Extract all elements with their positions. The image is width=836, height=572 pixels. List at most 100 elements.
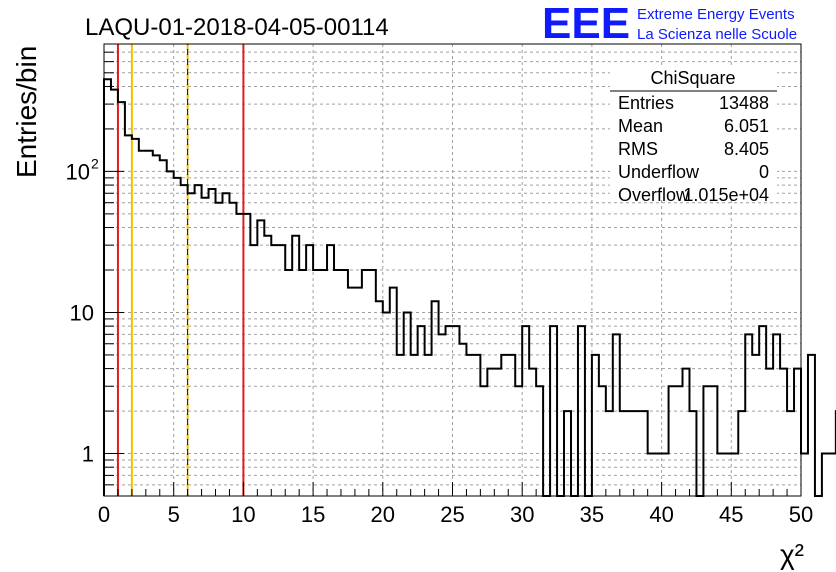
stats-row-value: 6.051 [724,116,769,136]
x-tick-label: 20 [371,502,395,527]
y-tick-exponent: 2 [91,155,99,171]
histogram-bin [689,411,696,496]
histogram-bin [174,178,181,496]
histogram-bin [181,185,188,496]
axes [103,43,802,497]
x-tick-label: 40 [649,502,673,527]
histogram-bin [229,203,236,496]
histogram-bin [167,171,174,496]
x-tick-label: 45 [719,502,743,527]
histogram-bin [313,270,320,496]
histogram-bin [620,411,627,496]
histogram-bin [202,198,209,496]
stats-title: ChiSquare [650,68,735,88]
stats-row-value: 8.405 [724,139,769,159]
histogram-bin [592,355,599,496]
histogram-bin [536,386,543,496]
histogram-bin [501,355,508,496]
histogram-bin [111,90,118,496]
histogram-bin [397,355,404,496]
histogram-bin [724,454,731,496]
histogram [103,78,836,497]
eee-logo-mark: EEE [542,0,630,48]
x-tick-label: 15 [301,502,325,527]
histogram-bin [446,326,453,496]
x-tick-label: 30 [510,502,534,527]
stats-row-value: 0 [759,162,769,182]
y-axis-label: Entries/bin [11,46,42,178]
histogram-bin [439,334,446,496]
histogram-bin [264,236,271,496]
stats-row-label: Underflow [618,162,700,182]
histogram-bin [508,355,515,496]
x-tick-label: 35 [580,502,604,527]
histogram-bin [669,386,676,496]
stats-box-bg [610,66,777,198]
x-tick-label: 50 [789,502,813,527]
stats-row-label: Mean [618,116,663,136]
histogram-bin [418,326,425,496]
histogram-bin [195,185,202,496]
histogram-bin [341,270,348,496]
histogram-bin [222,193,229,496]
histogram-bin [188,193,195,496]
x-axis-label: χ² [780,539,804,570]
x-tick-labels: 0 5 10 15 20 25 30 35 40 45 50 [98,502,813,527]
histogram-bin [599,386,606,496]
histogram-bin [376,301,383,496]
histogram-bin [794,369,801,496]
eee-logo: EEE Extreme Energy Events La Scienza nel… [542,0,797,48]
histogram-bin [160,160,167,496]
histogram-bin [655,454,662,496]
histogram-bin [425,355,432,496]
histogram-bin [432,301,439,496]
histogram-bin [606,411,613,496]
histogram-bin [766,369,773,496]
histogram-bin [752,355,759,496]
x-tick-label: 10 [231,502,255,527]
histogram-bin [411,355,418,496]
histogram-bin [146,151,153,496]
histogram-bin [271,245,278,496]
histogram-bin [139,151,146,496]
histogram-bin [473,355,480,496]
stats-row-label: RMS [618,139,658,159]
stats-rows: Entries 13488 Mean 6.051 RMS 8.405 Underflow 0 O… [618,93,769,205]
histogram-bin [745,334,752,496]
histogram-bin [480,386,487,496]
histogram-bin [250,245,257,496]
histogram-bin [153,155,160,496]
histogram-bin [529,369,536,496]
histogram-bin [710,386,717,496]
histogram-bin [390,288,397,496]
histogram-bin [662,454,669,496]
histogram-bin [236,214,243,496]
histogram-bin [780,369,787,496]
histogram-bin [118,102,125,496]
histogram-bin [613,334,620,496]
histogram-bin [209,189,216,496]
reference-lines [116,44,245,496]
stats-row-label: Entries [618,93,674,113]
y-tick-label: 10 [66,159,90,184]
histogram-bin [641,411,648,496]
histogram-bin [292,236,299,496]
histogram-bin [822,454,829,496]
histogram-bin [801,454,808,496]
histogram-bin [683,369,690,496]
histogram-bin [243,214,250,496]
histogram-bin [104,79,111,496]
histogram-bin [564,411,571,496]
histogram-bin [453,326,460,496]
histogram-bin [522,326,529,496]
histogram-bin [787,411,794,496]
stats-row-label: Overflow [618,185,690,205]
x-tick-label: 0 [98,502,110,527]
histogram-bin [383,312,390,496]
histogram-bin [487,369,494,496]
histogram-bin [676,386,683,496]
histogram-bin [648,454,655,496]
histogram-bin [717,454,724,496]
